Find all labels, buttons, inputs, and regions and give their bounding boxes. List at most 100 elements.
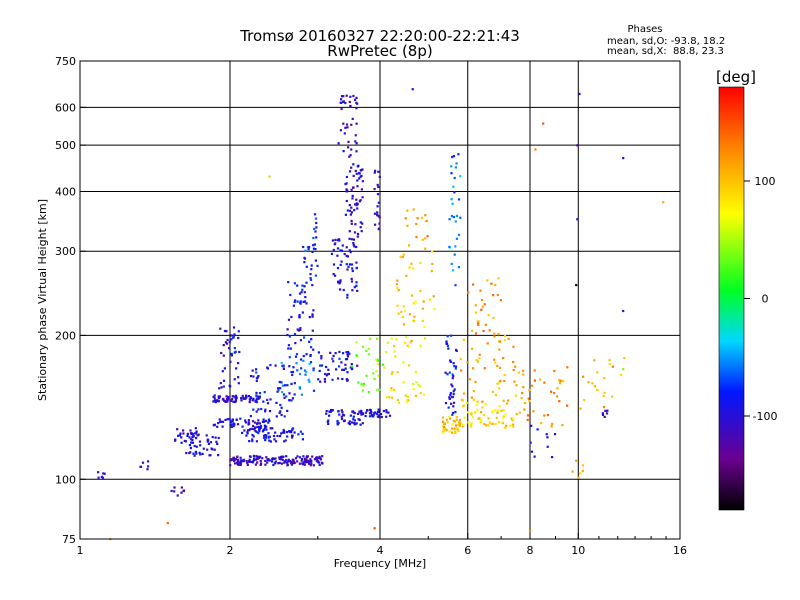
data-point (228, 347, 231, 350)
data-point (532, 410, 535, 413)
data-point (219, 327, 222, 330)
data-point (311, 455, 314, 458)
data-point (361, 222, 364, 225)
data-point (233, 351, 236, 354)
data-point (301, 438, 304, 441)
data-point (426, 235, 429, 238)
data-point (224, 341, 227, 344)
data-point (448, 245, 451, 248)
data-point (292, 304, 295, 307)
data-point (355, 354, 358, 357)
data-point (424, 237, 427, 240)
data-point (396, 398, 400, 402)
data-point (212, 395, 215, 398)
data-point (444, 402, 448, 405)
data-point (314, 248, 317, 251)
data-point (291, 397, 294, 400)
data-point (404, 394, 407, 397)
data-point (174, 439, 177, 442)
data-point (252, 408, 255, 411)
data-point (275, 440, 278, 443)
data-point (236, 423, 240, 426)
data-point (247, 421, 250, 424)
data-point (373, 527, 376, 530)
data-point (352, 163, 355, 166)
data-point (455, 416, 458, 419)
data-point (421, 238, 424, 241)
data-point (313, 458, 316, 461)
data-point (233, 458, 236, 461)
data-point (227, 397, 230, 400)
data-point (582, 375, 585, 378)
data-point (303, 256, 306, 259)
data-point (230, 338, 233, 341)
data-point (280, 458, 283, 461)
data-point (350, 365, 353, 368)
data-point (472, 367, 475, 370)
data-point (551, 456, 554, 459)
data-point (279, 387, 282, 390)
data-point (325, 374, 328, 377)
data-point (195, 432, 198, 435)
data-point (452, 269, 455, 272)
data-point (340, 249, 343, 252)
data-point (344, 183, 347, 186)
data-point (232, 425, 235, 428)
data-point (193, 432, 197, 435)
data-point (448, 430, 451, 433)
data-point (543, 381, 546, 384)
data-point (319, 457, 322, 460)
data-point (414, 394, 417, 397)
data-point (176, 428, 179, 431)
data-point (312, 244, 315, 247)
data-point (182, 489, 185, 493)
data-point (305, 461, 308, 464)
data-point (444, 427, 447, 430)
data-point (310, 462, 313, 465)
data-point (355, 150, 358, 153)
data-point (286, 435, 289, 438)
data-point (499, 379, 502, 382)
data-point (277, 389, 280, 392)
data-point (448, 371, 451, 374)
data-point (281, 391, 284, 394)
y-axis-label: Stationary phase Virtual Height [km] (36, 199, 49, 401)
data-point (373, 171, 376, 174)
data-point (622, 157, 625, 160)
data-point (348, 100, 351, 103)
data-point (377, 410, 380, 414)
data-point (356, 289, 359, 292)
data-point (350, 206, 353, 209)
data-point (421, 307, 424, 310)
data-point (494, 361, 497, 364)
data-point (263, 424, 266, 427)
data-point (230, 354, 233, 357)
data-point (408, 266, 411, 269)
data-point (452, 411, 455, 414)
data-point (374, 169, 377, 172)
data-point (310, 338, 313, 341)
data-point (345, 246, 348, 249)
data-point (449, 417, 452, 420)
data-point (382, 410, 385, 413)
data-point (264, 426, 267, 429)
data-point (602, 394, 605, 397)
data-point (488, 421, 491, 424)
data-point (433, 307, 436, 311)
data-point (321, 461, 324, 464)
data-point (258, 422, 261, 425)
data-point (266, 398, 269, 401)
data-point (502, 415, 505, 418)
data-point (312, 367, 315, 370)
data-point (248, 401, 251, 404)
data-point (232, 400, 235, 403)
data-point (268, 435, 271, 438)
data-point (452, 405, 455, 408)
x-tick-label: 8 (527, 544, 534, 557)
data-point (300, 291, 303, 294)
data-point (334, 238, 337, 241)
data-point (499, 299, 502, 302)
data-point (307, 248, 310, 251)
data-point (553, 433, 557, 436)
data-point (369, 337, 372, 340)
